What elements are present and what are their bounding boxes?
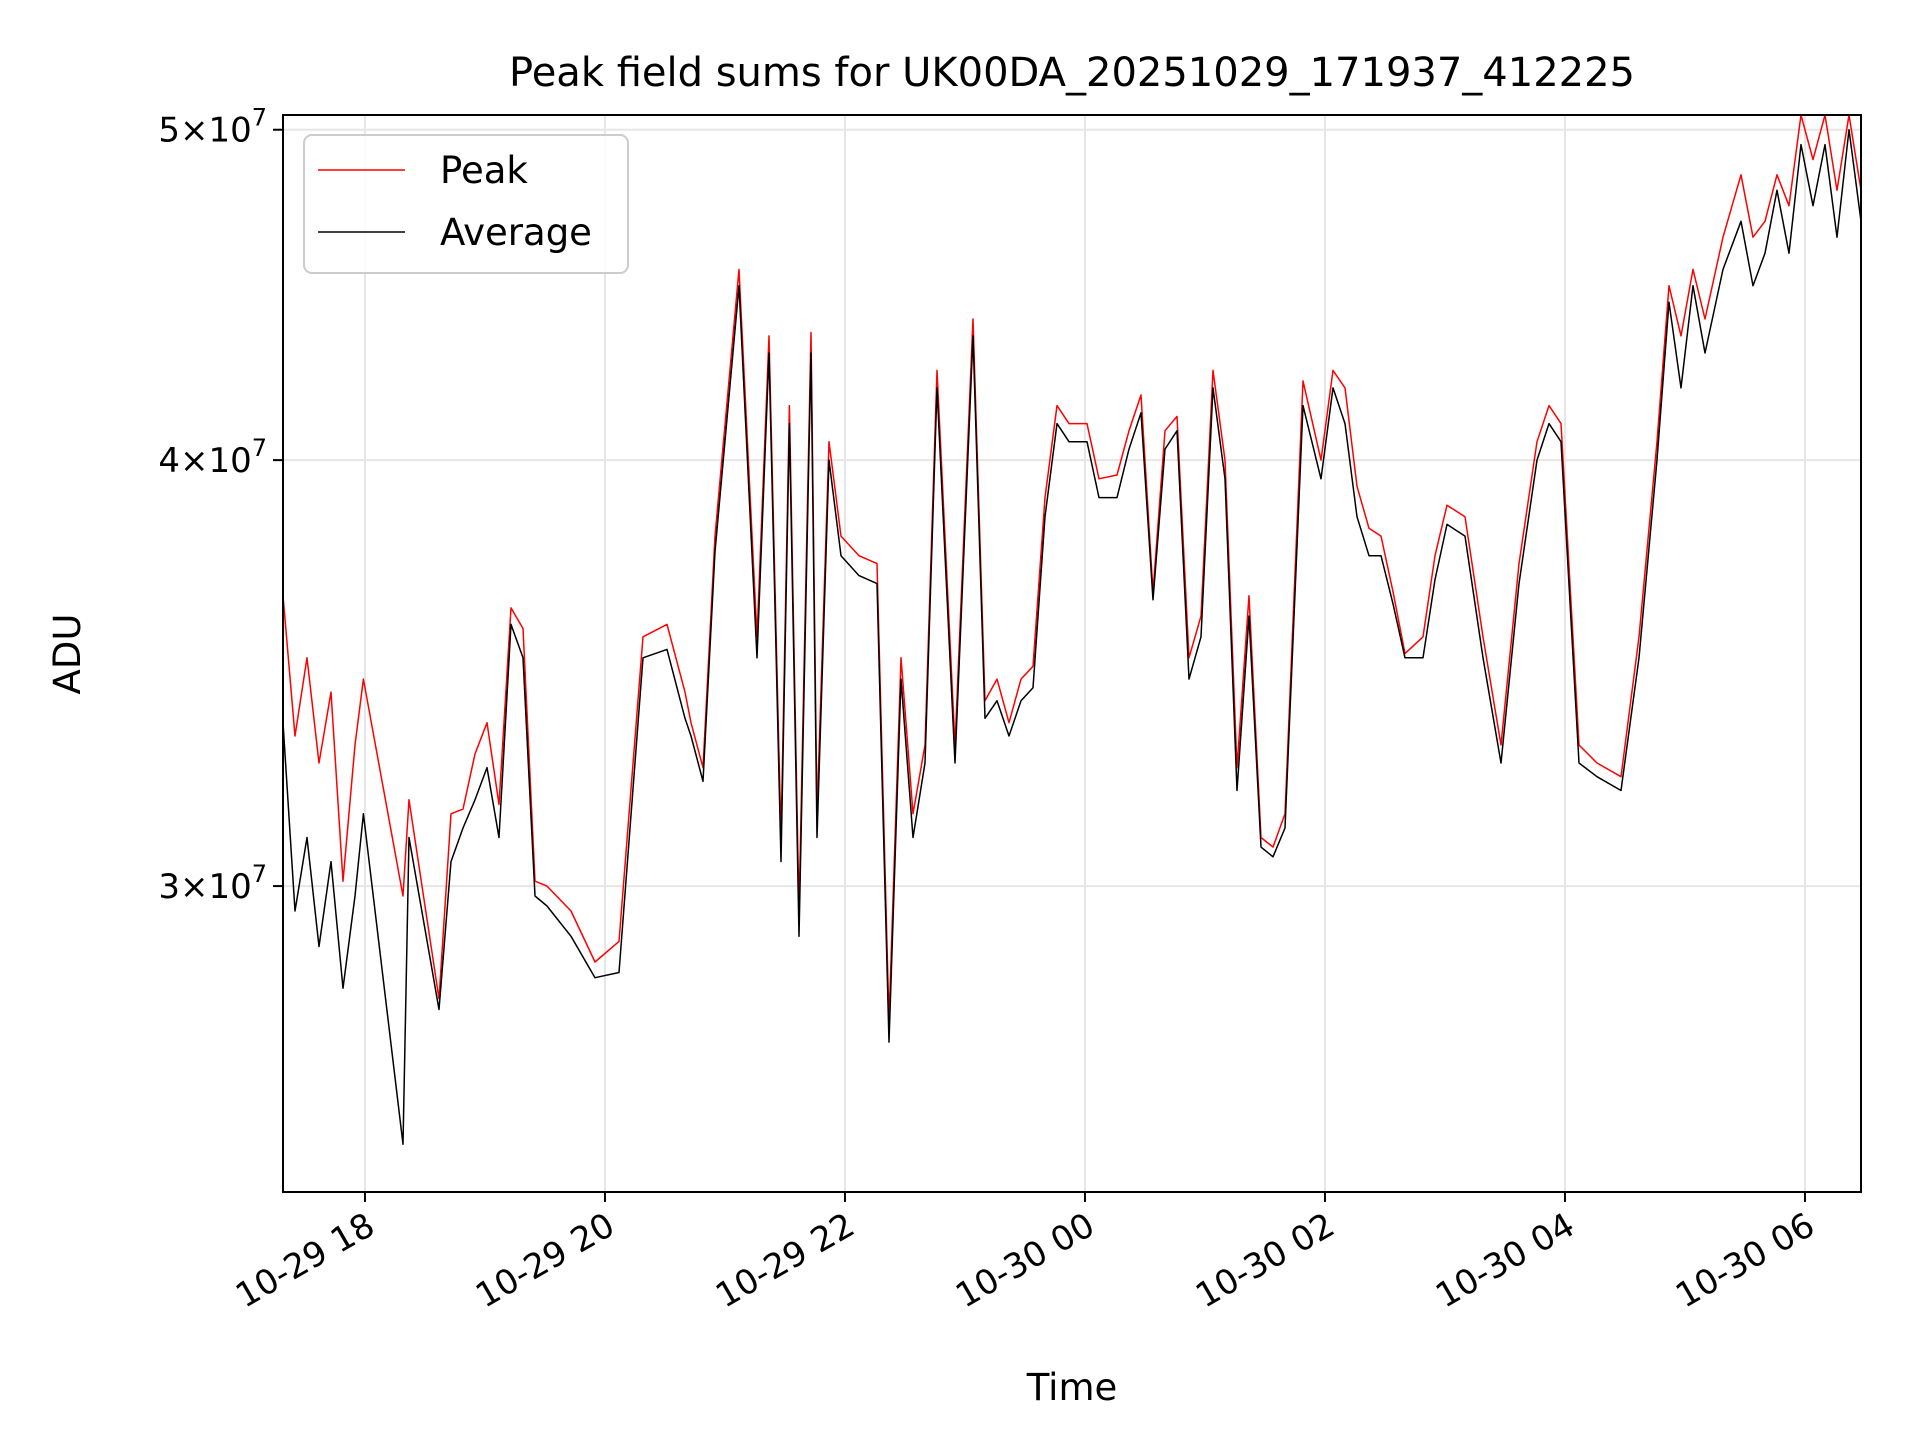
axes-frame (282, 114, 1862, 1193)
chart-title: Peak field sums for UK00DA_20251029_1719… (509, 50, 1635, 96)
series-line-average (283, 128, 1861, 1145)
x-tick-label: 10-29 18 (229, 1205, 381, 1316)
legend: Peak Average (303, 134, 629, 274)
x-tick-label: 10-30 04 (1429, 1205, 1581, 1316)
y-tick-label: 3×107 (158, 860, 267, 907)
y-tick-label: 4×107 (158, 434, 267, 481)
x-tick-label: 10-29 20 (469, 1205, 621, 1316)
y-axis-label: ADU (46, 614, 89, 695)
series-line-peak (283, 115, 1861, 1022)
x-tick-label: 10-30 02 (1189, 1205, 1341, 1316)
x-tick-label: 10-30 06 (1669, 1205, 1821, 1316)
legend-label-peak: Peak (440, 149, 528, 192)
x-tick-label: 10-30 00 (949, 1205, 1101, 1316)
legend-label-average: Average (440, 211, 592, 254)
x-axis-label: Time (1026, 1366, 1118, 1409)
y-tick-label: 5×107 (158, 104, 267, 151)
x-tick-label: 10-29 22 (709, 1205, 861, 1316)
grid (283, 115, 1861, 1192)
series-layer (283, 115, 1861, 1145)
